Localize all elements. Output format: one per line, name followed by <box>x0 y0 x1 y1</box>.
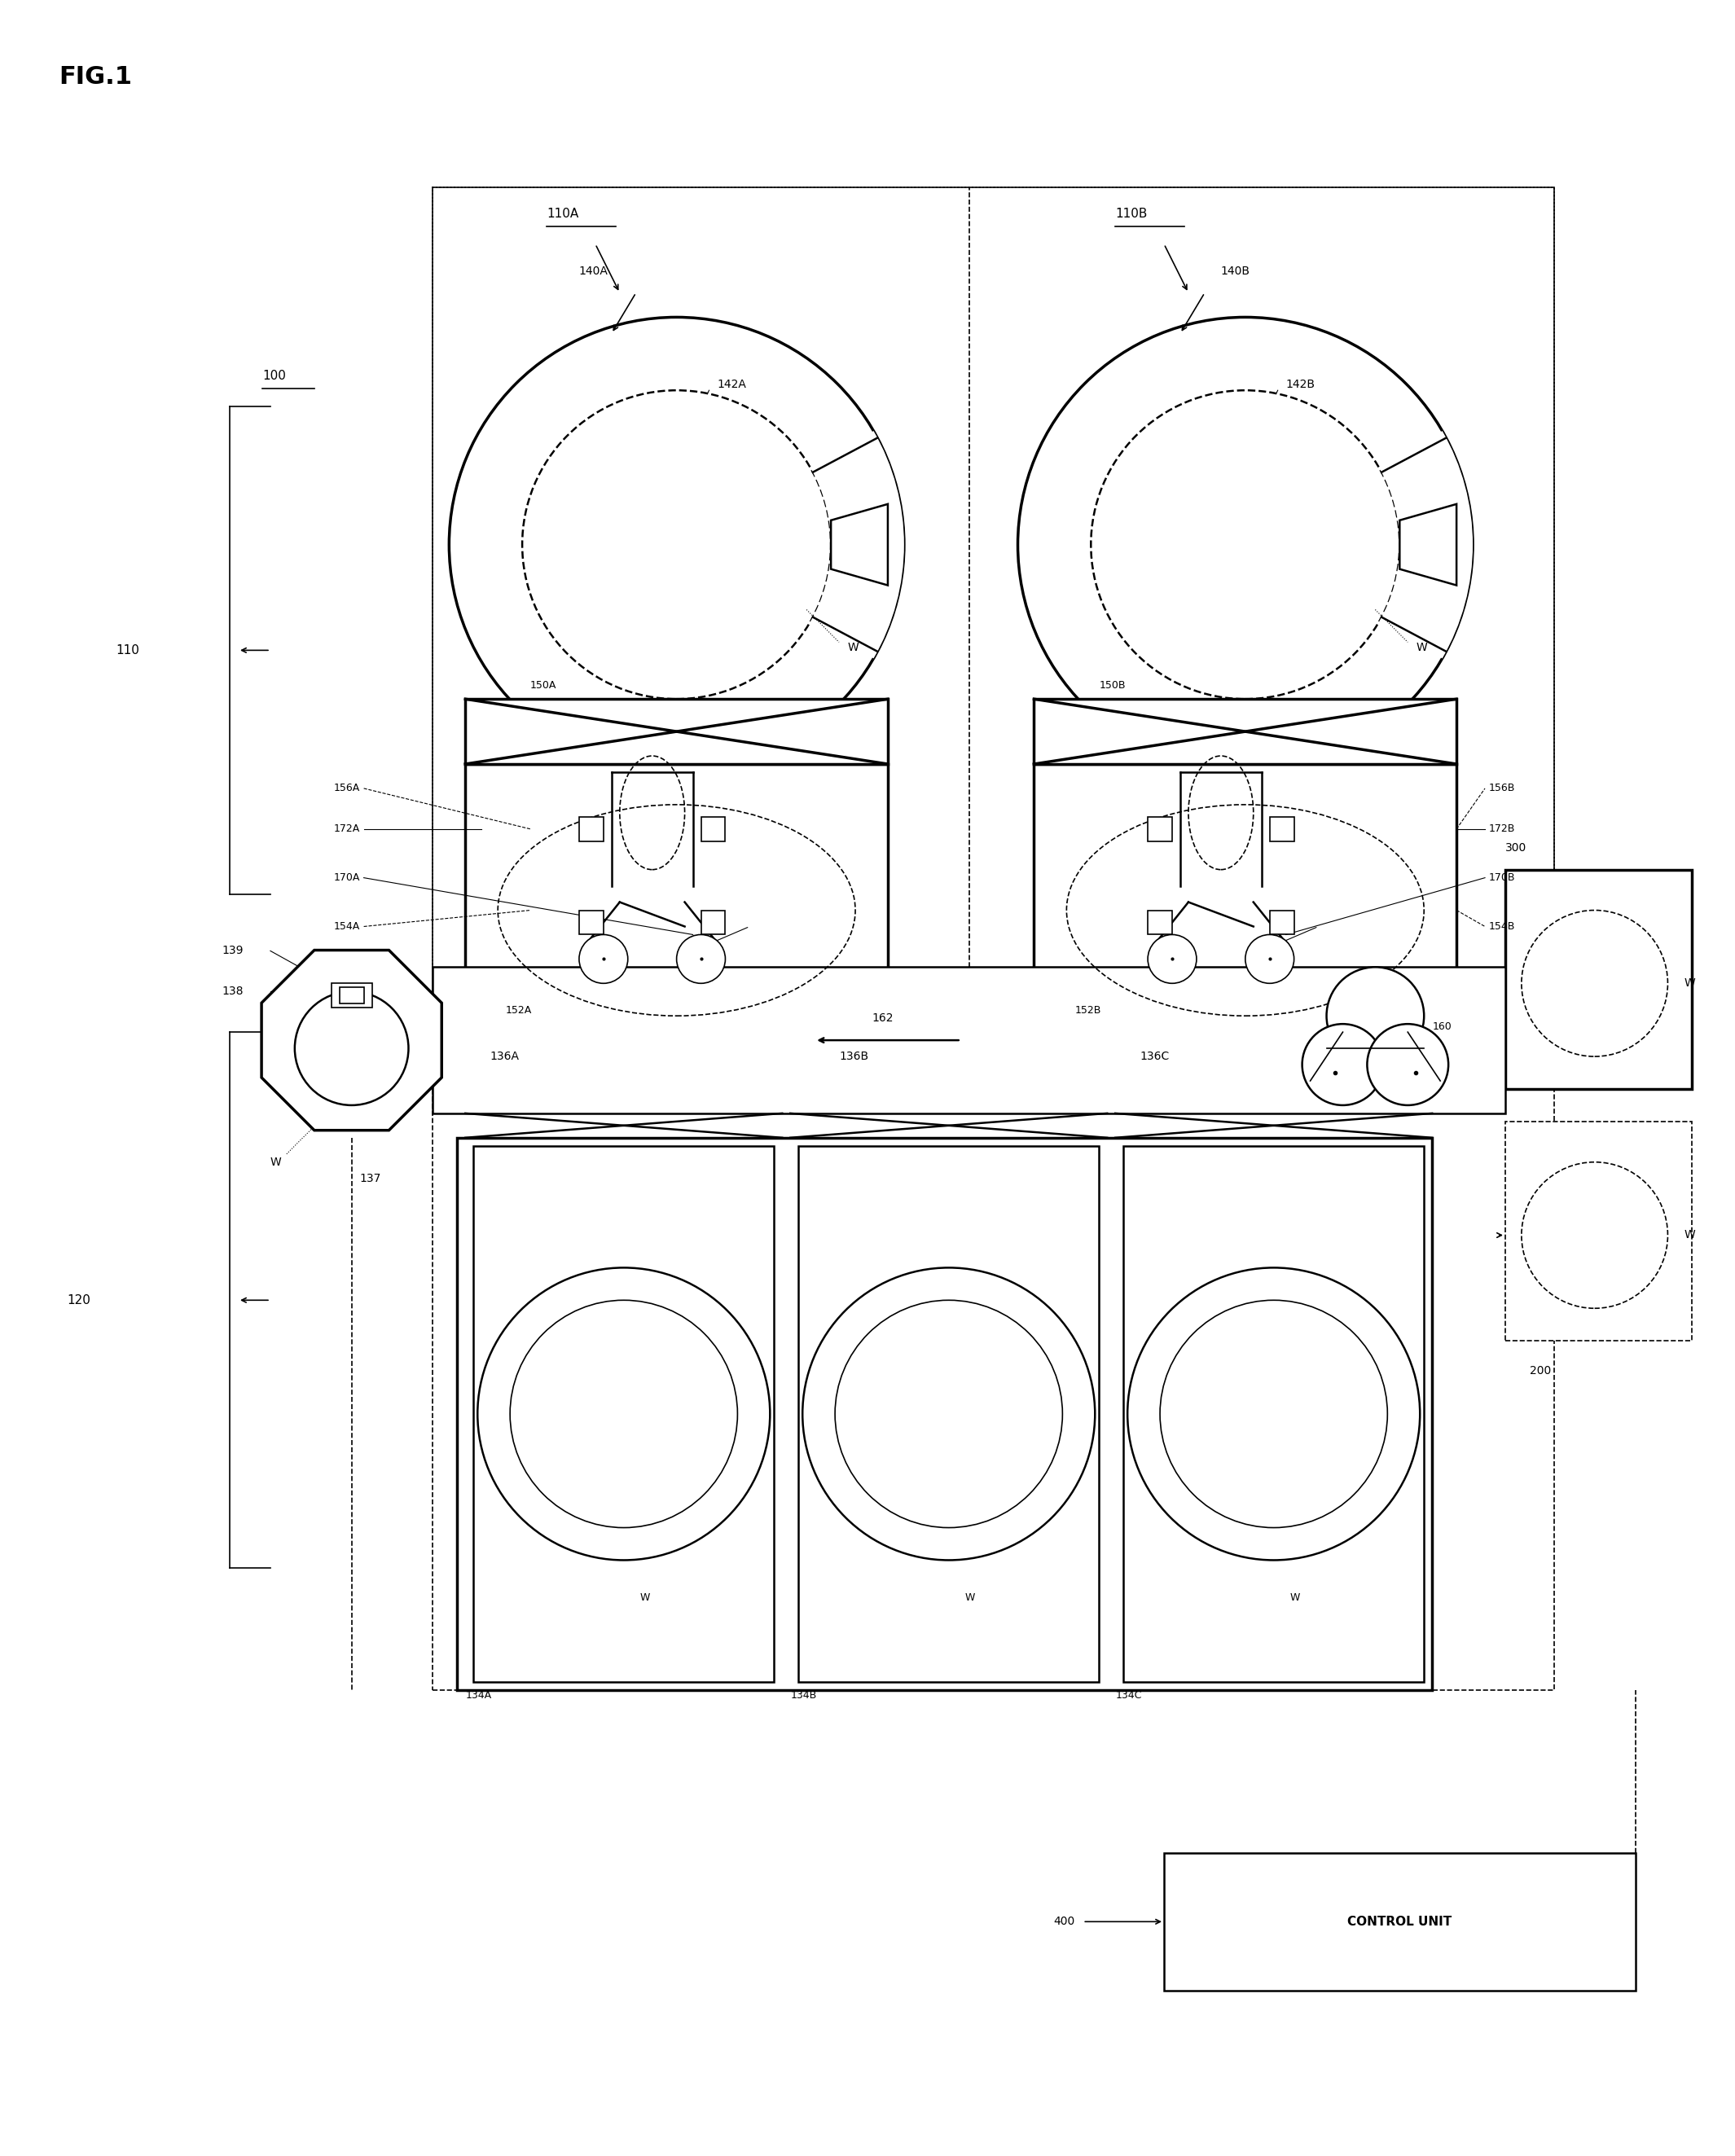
Text: 170A: 170A <box>333 873 359 884</box>
Circle shape <box>835 1300 1062 1529</box>
Circle shape <box>1091 390 1400 699</box>
Text: 300: 300 <box>1506 843 1527 854</box>
Wedge shape <box>1379 431 1473 658</box>
Bar <box>1034 763 1456 1033</box>
Text: 139: 139 <box>222 944 243 957</box>
Circle shape <box>477 1268 770 1561</box>
Wedge shape <box>810 431 904 658</box>
Circle shape <box>295 992 408 1106</box>
Text: 160: 160 <box>1431 1022 1452 1033</box>
Circle shape <box>510 1300 737 1529</box>
Text: W: W <box>1416 642 1428 653</box>
Bar <box>465 699 888 763</box>
Text: 154A: 154A <box>333 921 359 931</box>
Bar <box>701 910 725 934</box>
Bar <box>1034 699 1456 763</box>
Text: 136C: 136C <box>1140 1050 1169 1063</box>
Text: 134B: 134B <box>791 1690 817 1701</box>
Bar <box>701 817 725 841</box>
Text: FIG.1: FIG.1 <box>59 65 132 88</box>
Bar <box>579 817 604 841</box>
Bar <box>474 1145 774 1682</box>
Bar <box>798 1145 1098 1682</box>
Text: 162: 162 <box>871 1013 894 1024</box>
Text: W: W <box>847 642 859 653</box>
Text: 136A: 136A <box>489 1050 519 1063</box>
Circle shape <box>579 934 628 983</box>
Text: 132B: 132B <box>935 1539 961 1550</box>
Text: W: W <box>640 1593 651 1604</box>
Bar <box>579 910 604 934</box>
Text: 154B: 154B <box>1489 921 1515 931</box>
Text: 200: 200 <box>1530 1365 1551 1376</box>
Text: 156A: 156A <box>333 783 359 793</box>
Text: 138: 138 <box>222 985 243 998</box>
Bar <box>1124 1145 1424 1682</box>
Polygon shape <box>831 505 888 584</box>
Text: 137: 137 <box>359 1173 382 1184</box>
Text: W: W <box>1685 1229 1695 1242</box>
Circle shape <box>1367 1024 1449 1106</box>
Bar <box>432 968 1506 1112</box>
Text: 142B: 142B <box>1286 379 1315 390</box>
Text: 136B: 136B <box>840 1050 869 1063</box>
Text: 172B: 172B <box>1489 824 1515 834</box>
Bar <box>340 987 364 1005</box>
Bar <box>432 188 1555 1033</box>
Circle shape <box>1161 1300 1388 1529</box>
Text: 150B: 150B <box>1098 681 1126 690</box>
Text: W: W <box>271 1156 281 1169</box>
Text: W: W <box>1289 1593 1300 1604</box>
Circle shape <box>1018 317 1473 772</box>
Bar <box>458 1138 1431 1690</box>
Bar <box>331 983 371 1007</box>
Text: 144A: 144A <box>717 757 746 768</box>
Circle shape <box>1149 934 1197 983</box>
Bar <box>1149 817 1173 841</box>
Polygon shape <box>262 951 442 1130</box>
Circle shape <box>677 934 725 983</box>
Text: 152B: 152B <box>1074 1005 1102 1015</box>
Circle shape <box>522 390 831 699</box>
Text: 144B: 144B <box>1286 757 1315 768</box>
Text: 142A: 142A <box>717 379 746 390</box>
Text: 110: 110 <box>116 645 139 655</box>
Text: 110B: 110B <box>1116 207 1147 220</box>
Text: 132C: 132C <box>1261 1539 1287 1550</box>
Text: 400: 400 <box>1053 1917 1074 1927</box>
Polygon shape <box>1400 505 1456 584</box>
Bar <box>1149 910 1173 934</box>
Circle shape <box>1128 1268 1419 1561</box>
Circle shape <box>1303 1024 1383 1106</box>
Text: W: W <box>1685 977 1695 990</box>
Text: W: W <box>965 1593 975 1604</box>
Bar <box>465 763 888 1033</box>
Bar <box>1506 1121 1692 1341</box>
Text: 140B: 140B <box>1221 265 1251 276</box>
Circle shape <box>449 317 904 772</box>
Bar <box>432 188 1555 1690</box>
Bar <box>1270 817 1294 841</box>
Text: 140A: 140A <box>579 265 609 276</box>
Text: 120: 120 <box>68 1294 90 1307</box>
Text: 100: 100 <box>262 371 286 382</box>
Text: 172A: 172A <box>333 824 359 834</box>
Text: 170B: 170B <box>1489 873 1515 884</box>
Bar <box>1270 910 1294 934</box>
Text: 110A: 110A <box>547 207 578 220</box>
Circle shape <box>1327 968 1424 1065</box>
Circle shape <box>1246 934 1294 983</box>
Circle shape <box>803 1268 1095 1561</box>
Text: 156B: 156B <box>1489 783 1515 793</box>
Bar <box>1164 1852 1636 1990</box>
Bar <box>1506 869 1692 1089</box>
Text: 152A: 152A <box>507 1005 533 1015</box>
Text: 132A: 132A <box>611 1539 637 1550</box>
Text: 150A: 150A <box>531 681 557 690</box>
Text: CONTROL UNIT: CONTROL UNIT <box>1348 1915 1452 1927</box>
Text: 134A: 134A <box>465 1690 491 1701</box>
Text: 134C: 134C <box>1116 1690 1142 1701</box>
